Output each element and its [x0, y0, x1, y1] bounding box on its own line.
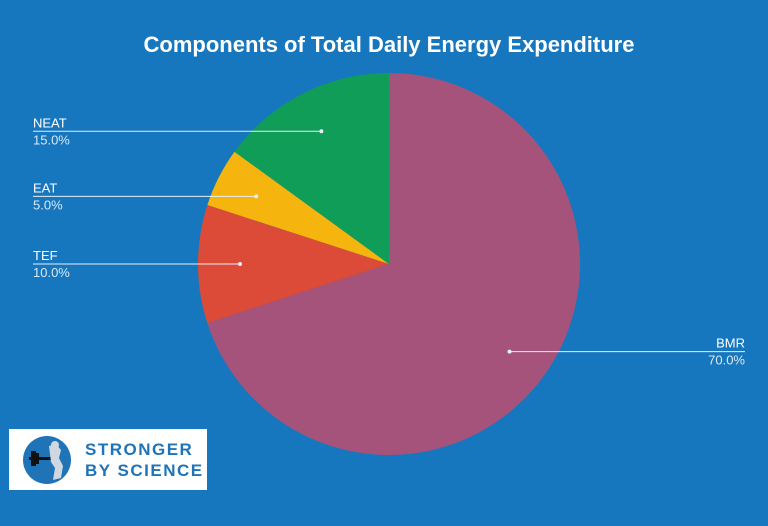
leader-dot-neat	[319, 129, 324, 134]
slice-percent-tef: 10.0%	[33, 265, 70, 280]
slice-label-bmr: BMR	[716, 336, 745, 351]
barbell-athlete-icon	[23, 435, 71, 484]
pie-slice-neat	[234, 73, 389, 264]
pie-slice-bmr	[207, 73, 580, 456]
slice-label-tef: TEF	[33, 248, 58, 263]
stronger-by-science-logo: STRONGER BY SCIENCE	[9, 429, 207, 490]
pie-slice-tef	[198, 204, 389, 324]
slice-percent-eat: 5.0%	[33, 197, 63, 212]
slice-percent-bmr: 70.0%	[708, 353, 745, 368]
logo-line-2: BY SCIENCE	[85, 460, 204, 480]
slice-label-neat: NEAT	[33, 115, 67, 130]
leader-dot-bmr	[507, 349, 512, 354]
pie-slice-eat	[207, 151, 389, 264]
leader-dot-tef	[238, 262, 243, 266]
pie-labels: BMR 70.0% TEF 10.0% EAT 5.0% NEAT 15.0%	[33, 115, 745, 368]
logo-line-1: STRONGER	[85, 439, 194, 459]
pie-slices	[198, 73, 580, 456]
slice-percent-neat: 15.0%	[33, 132, 70, 147]
slice-label-eat: EAT	[33, 180, 57, 195]
leader-dot-eat	[254, 194, 259, 199]
chart-title: Components of Total Daily Energy Expendi…	[144, 32, 635, 57]
